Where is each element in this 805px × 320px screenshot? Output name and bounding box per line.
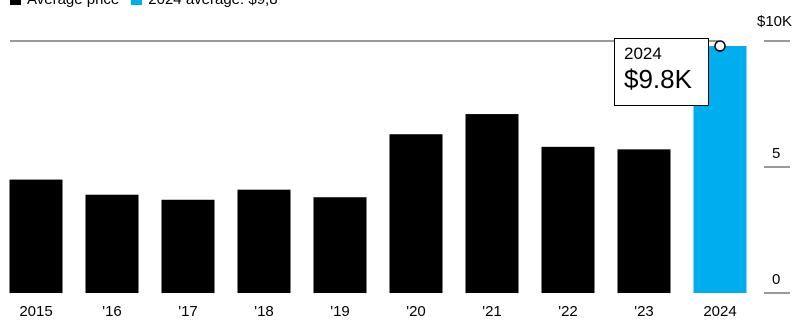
bar	[389, 134, 443, 293]
bar	[313, 197, 367, 293]
legend-label-2024-average: 2024 average: $9,8	[148, 0, 277, 8]
legend: Average price 2024 average: $9,8	[10, 0, 290, 8]
y-tick-label: $10K	[757, 13, 792, 30]
x-tick-label: '17	[178, 303, 198, 320]
legend-swatch-2024-average	[131, 0, 143, 5]
bar	[161, 199, 215, 293]
highlight-marker	[714, 40, 726, 52]
legend-swatch-average-price	[10, 0, 21, 5]
bar	[541, 146, 595, 293]
legend-item-2024-average: 2024 average: $9,8	[131, 0, 278, 8]
value-tooltip: 2024 $9.8K	[614, 38, 709, 106]
bar	[465, 114, 519, 293]
tooltip-year: 2024	[624, 44, 662, 63]
x-tick-label: 2015	[19, 303, 52, 320]
tooltip-value: $9.8K	[624, 64, 692, 94]
x-tick-label: '16	[102, 303, 122, 320]
legend-label-average-price: Average price	[27, 0, 119, 8]
bar	[617, 149, 671, 293]
bar	[237, 189, 291, 293]
x-tick-label: 2024	[703, 303, 736, 320]
x-tick-label: '23	[634, 303, 654, 320]
x-tick-label: '20	[406, 303, 426, 320]
y-tick-label: 0	[772, 271, 780, 288]
x-tick-label: '21	[482, 303, 502, 320]
bar	[85, 194, 139, 293]
x-tick-label: '18	[254, 303, 274, 320]
legend-item-average-price: Average price	[10, 0, 119, 8]
bar	[9, 179, 63, 293]
y-tick-label: 5	[772, 145, 780, 162]
x-tick-label: '19	[330, 303, 350, 320]
x-tick-label: '22	[558, 303, 578, 320]
